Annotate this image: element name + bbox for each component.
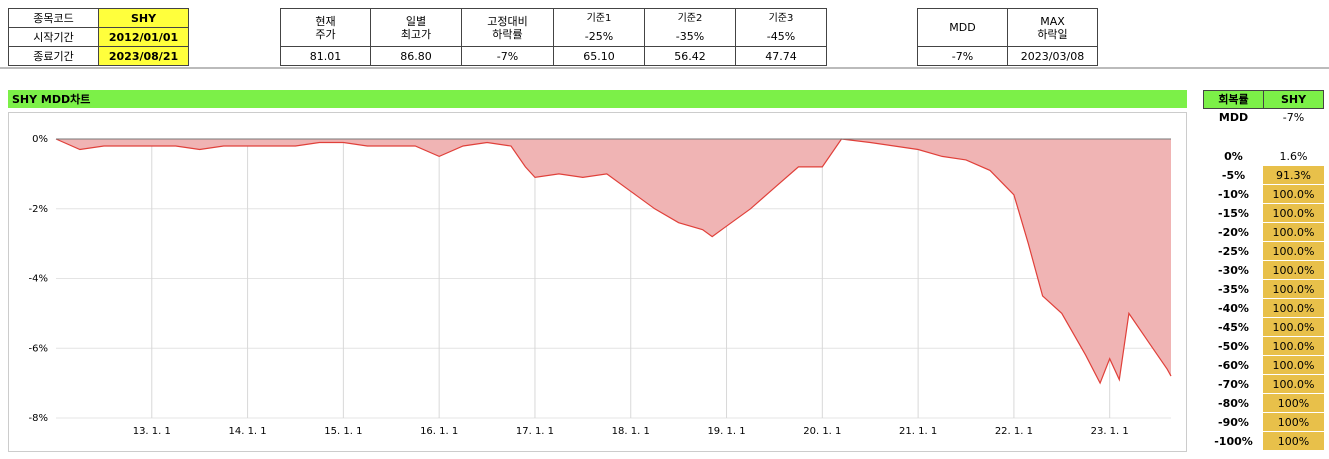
chart: 0% -2% -4% -6% -8% 13. 1. 1 14. 1. 1 15. 1. 1 16… — [8, 112, 1187, 452]
stats-value: 86.80 — [370, 46, 462, 66]
stats-value: 81.01 — [280, 46, 371, 66]
stats-header: 기준3 — [735, 8, 827, 28]
stats-header: 일별 최고가 — [370, 8, 462, 47]
recovery-rate: 100.0% — [1263, 318, 1324, 337]
recovery-level: -70% — [1218, 378, 1249, 391]
recovery-level: -30% — [1218, 264, 1249, 277]
recovery-level: -15% — [1218, 207, 1249, 220]
recovery-rate: 100% — [1263, 432, 1324, 451]
info-label: 종료기간 — [8, 46, 99, 66]
stats-value: -7% — [461, 46, 554, 66]
recovery-level: -35% — [1218, 283, 1249, 296]
x-tick-label: 22. 1. 1 — [995, 426, 1033, 437]
recovery-level: -100% — [1214, 435, 1253, 448]
recovery-level: -80% — [1218, 397, 1249, 410]
recovery-mdd: -7% — [1282, 111, 1305, 124]
chart-header: SHY MDD차트 — [8, 90, 1187, 108]
separator — [0, 67, 1329, 69]
x-tick-label: 18. 1. 1 — [612, 426, 650, 437]
stats-threshold: -35% — [644, 27, 736, 47]
mdd-value: 2023/03/08 — [1007, 46, 1098, 66]
stats-threshold: -25% — [553, 27, 645, 47]
recovery-level: -25% — [1218, 245, 1249, 258]
recovery-level: -20% — [1218, 226, 1249, 239]
stats-header: 현재 주가 — [280, 8, 371, 47]
stats-value: 56.42 — [644, 46, 736, 66]
recovery-rate: 100.0% — [1263, 204, 1324, 223]
drawdown-line — [55, 138, 1172, 385]
x-tick-label: 15. 1. 1 — [324, 426, 362, 437]
recovery-rate: 100.0% — [1263, 375, 1324, 394]
recovery-level: -40% — [1218, 302, 1249, 315]
recovery-rate: 100.0% — [1263, 280, 1324, 299]
recovery-rate: 100.0% — [1263, 261, 1324, 280]
recovery-level: -60% — [1218, 359, 1249, 372]
y-tick-label: -6% — [29, 343, 48, 354]
stats-value: 47.74 — [735, 46, 827, 66]
x-tick-label: 14. 1. 1 — [228, 426, 266, 437]
stats-value: 65.10 — [553, 46, 645, 66]
mdd-header: MDD — [917, 8, 1008, 47]
info-value: 2023/08/21 — [98, 46, 189, 66]
x-tick-label: 16. 1. 1 — [420, 426, 458, 437]
recovery-level: -45% — [1218, 321, 1249, 334]
mdd-value: -7% — [917, 46, 1008, 66]
recovery-rate: 100.0% — [1263, 223, 1324, 242]
recovery-rate: 91.3% — [1263, 166, 1324, 185]
recovery-rate: 100.0% — [1263, 337, 1324, 356]
recovery-mdd: MDD — [1218, 111, 1249, 124]
info-value: SHY — [98, 8, 189, 28]
stats-threshold: -45% — [735, 27, 827, 47]
recovery-header: SHY — [1263, 90, 1324, 109]
y-tick-label: -2% — [29, 204, 48, 215]
recovery-level: -90% — [1218, 416, 1249, 429]
recovery-rate: 100.0% — [1263, 356, 1324, 375]
recovery-header: 회복률 — [1203, 90, 1264, 109]
stats-header: 기준1 — [553, 8, 645, 28]
stats-header: 기준2 — [644, 8, 736, 28]
drawdown-area — [56, 139, 1171, 384]
recovery-rate: 1.6% — [1279, 150, 1308, 163]
y-tick-label: -4% — [29, 274, 48, 285]
recovery-level: 0% — [1224, 150, 1243, 163]
recovery-level: -5% — [1221, 169, 1246, 182]
recovery-level: -10% — [1218, 188, 1249, 201]
x-tick-label: 13. 1. 1 — [133, 426, 171, 437]
recovery-rate: 100.0% — [1263, 185, 1324, 204]
info-label: 시작기간 — [8, 27, 99, 47]
x-tick-label: 19. 1. 1 — [707, 426, 745, 437]
mdd-header: MAX 하락일 — [1007, 8, 1098, 47]
info-value: 2012/01/01 — [98, 27, 189, 47]
recovery-rate: 100% — [1263, 413, 1324, 432]
info-label: 종목코드 — [8, 8, 99, 28]
x-tick-label: 23. 1. 1 — [1091, 426, 1129, 437]
x-tick-label: 21. 1. 1 — [899, 426, 937, 437]
x-tick-label: 20. 1. 1 — [803, 426, 841, 437]
recovery-rate: 100.0% — [1263, 299, 1324, 318]
recovery-rate: 100.0% — [1263, 242, 1324, 261]
stats-header: 고정대비 하락률 — [461, 8, 554, 47]
recovery-level: -50% — [1218, 340, 1249, 353]
recovery-rate: 100% — [1263, 394, 1324, 413]
y-tick-label: 0% — [32, 134, 48, 145]
y-tick-label: -8% — [29, 413, 48, 424]
x-tick-label: 17. 1. 1 — [516, 426, 554, 437]
